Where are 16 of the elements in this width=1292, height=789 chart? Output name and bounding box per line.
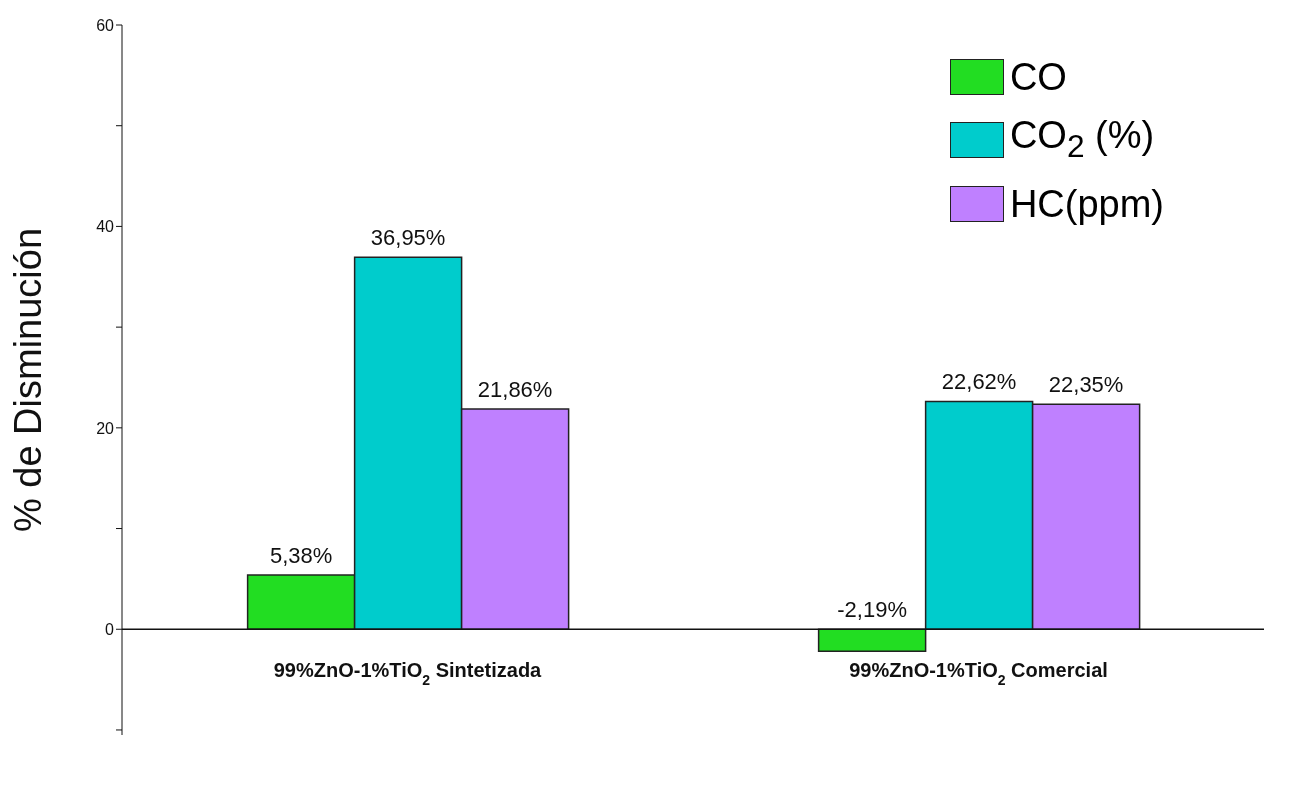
- legend-label: HC(ppm): [1009, 181, 1164, 227]
- data-label: -2,19%: [837, 597, 907, 623]
- legend-label: CO$_{2}$ (%): [1009, 113, 1155, 166]
- x-tick-label: 99%ZnO-1%TiO$_{2}$ Sintetizada: [273, 659, 543, 689]
- x-tick-label: 99%ZnO-1%TiO$_{2}$ Comercial: [849, 659, 1108, 689]
- data-label: 36,95%: [370, 225, 446, 251]
- data-label: 22,62%: [941, 369, 1017, 395]
- y-tick-label: 0: [105, 620, 115, 638]
- data-label: 22,35%: [1048, 372, 1124, 398]
- y-tick-label: 60: [96, 16, 115, 34]
- legend-label: CO: [1009, 55, 1067, 100]
- data-label: 21,86%: [477, 377, 553, 403]
- y-tick-label: 40: [96, 218, 115, 236]
- y-tick-label: 20: [96, 419, 115, 437]
- data-label: 5,38%: [269, 543, 333, 569]
- y-axis-title: % de Disminución: [7, 227, 50, 533]
